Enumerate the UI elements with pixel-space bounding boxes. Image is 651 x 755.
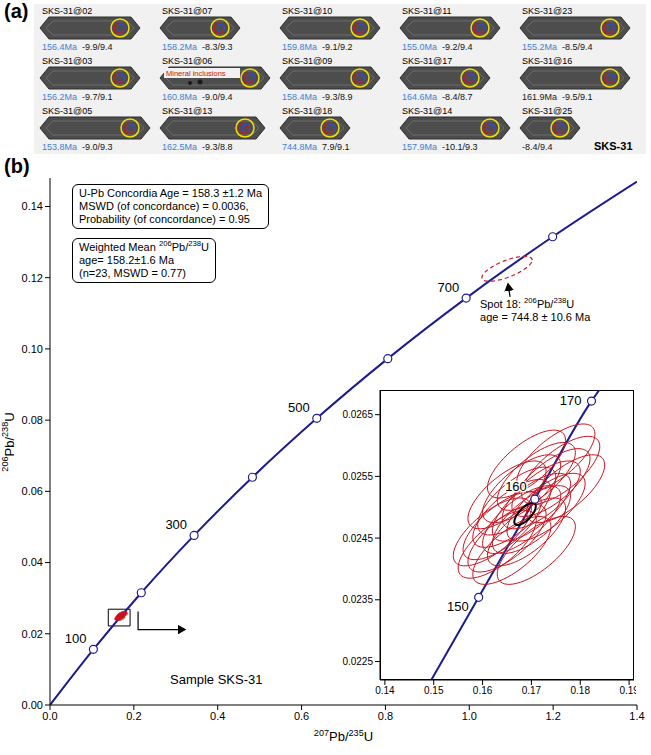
svg-text:170: 170 (560, 393, 582, 408)
html-text:Spot 18:206Pb/238U: Spot 18:206Pb/238U (480, 296, 575, 310)
html-text:U-Pb Concordia Age = 158.3 ±1.: U-Pb Concordia Age = 158.3 ±1.2 Ma (79, 187, 263, 199)
svg-text:SKS-31@07: SKS-31@07 (162, 6, 212, 16)
html-text:Pb/: Pb/ (1, 436, 17, 456)
svg-text:SKS-31: SKS-31 (594, 140, 633, 152)
svg-text:0.04: 0.04 (22, 556, 43, 568)
html-text:(b): (b) (4, 155, 30, 177)
html-text:206: 206 (0, 456, 11, 472)
svg-text:100: 100 (65, 631, 87, 646)
html-text:207Pb/235U: 207Pb/235U (313, 727, 374, 744)
svg-text:SKS-31@11: SKS-31@11 (402, 6, 452, 16)
svg-text:158.2Ma-8.3/9.3: 158.2Ma-8.3/9.3 (162, 42, 233, 52)
svg-text:SKS-31@23: SKS-31@23 (522, 6, 572, 16)
svg-text:SKS-31@13: SKS-31@13 (162, 106, 212, 116)
svg-text:SKS-31@06: SKS-31@06 (162, 56, 212, 66)
svg-text:SKS-31@03: SKS-31@03 (42, 56, 92, 66)
svg-text:0.15: 0.15 (424, 685, 444, 696)
svg-text:0.12: 0.12 (22, 272, 43, 284)
svg-text:0.0255: 0.0255 (342, 471, 373, 482)
svg-text:SKS-31@14: SKS-31@14 (402, 106, 452, 116)
svg-text:160.8Ma-9.0/9.4: 160.8Ma-9.0/9.4 (162, 92, 233, 102)
svg-text:SKS-31@05: SKS-31@05 (42, 106, 92, 116)
svg-text:161.9Ma-9.5/9.1: 161.9Ma-9.5/9.1 (522, 92, 593, 102)
svg-text:0.08: 0.08 (22, 414, 43, 426)
svg-text:SKS-31@02: SKS-31@02 (42, 6, 92, 16)
html-text:238: 238 (0, 421, 11, 437)
svg-text:156.4Ma-9.9/9.4: 156.4Ma-9.9/9.4 (42, 42, 113, 52)
svg-text:0.0235: 0.0235 (342, 594, 373, 605)
svg-text:Mineral inclusions: Mineral inclusions (166, 69, 226, 78)
html-text:(n=23, MSWD = 0.77): (n=23, MSWD = 0.77) (79, 267, 186, 279)
svg-text:157.9Ma-10.1/9.3: 157.9Ma-10.1/9.3 (402, 142, 478, 152)
svg-text:1.2: 1.2 (545, 710, 560, 722)
svg-text:155.0Ma-9.2/9.4: 155.0Ma-9.2/9.4 (402, 42, 473, 52)
svg-text:SKS-31@16: SKS-31@16 (522, 56, 572, 66)
svg-text:0.0245: 0.0245 (342, 533, 373, 544)
svg-text:0.6: 0.6 (294, 710, 309, 722)
svg-text:160: 160 (505, 479, 527, 494)
html-text:MSWD (of concordance) = 0.0036: MSWD (of concordance) = 0.0036, (79, 200, 249, 212)
svg-text:153.8Ma-9.0/9.3: 153.8Ma-9.0/9.3 (42, 142, 113, 152)
svg-text:500: 500 (288, 400, 310, 415)
svg-text:0.8: 0.8 (378, 710, 393, 722)
svg-text:164.6Ma-8.4/8.7: 164.6Ma-8.4/8.7 (402, 92, 473, 102)
svg-text:SKS-31@18: SKS-31@18 (282, 106, 332, 116)
svg-text:0.02: 0.02 (22, 628, 43, 640)
html-text:(a): (a) (4, 0, 29, 22)
svg-text:0.4: 0.4 (210, 710, 225, 722)
svg-text:-8.4/9.4: -8.4/9.4 (522, 142, 553, 152)
html-text:Probability (of concordance) =: Probability (of concordance) = 0.95 (79, 213, 250, 225)
html-text:age= 158.2±1.6 Ma: age= 158.2±1.6 Ma (79, 254, 174, 266)
svg-text:0.0225: 0.0225 (342, 656, 373, 667)
svg-text:162.5Ma-9.3/8.8: 162.5Ma-9.3/8.8 (162, 142, 233, 152)
svg-text:0.17: 0.17 (522, 685, 542, 696)
svg-text:744.8Ma7.9/9.1: 744.8Ma7.9/9.1 (282, 142, 350, 152)
svg-text:0.14: 0.14 (22, 200, 43, 212)
svg-text:0.00: 0.00 (22, 699, 43, 711)
svg-text:SKS-31@17: SKS-31@17 (402, 56, 452, 66)
svg-text:155.2Ma-8.5/9.4: 155.2Ma-8.5/9.4 (522, 42, 593, 52)
svg-text:0.14: 0.14 (375, 685, 395, 696)
svg-text:SKS-31@09: SKS-31@09 (282, 56, 332, 66)
svg-text:0.06: 0.06 (22, 485, 43, 497)
svg-text:1.4: 1.4 (629, 710, 644, 722)
svg-text:SKS-31@25: SKS-31@25 (522, 106, 572, 116)
svg-text:159.8Ma-9.1/9.2: 159.8Ma-9.1/9.2 (282, 42, 353, 52)
svg-text:0.18: 0.18 (571, 685, 591, 696)
html-text:Weighted Mean206Pb/238U: Weighted Mean206Pb/238U (79, 239, 209, 253)
svg-text:158.4Ma-9.3/8.9: 158.4Ma-9.3/8.9 (282, 92, 353, 102)
svg-text:0.0: 0.0 (42, 710, 57, 722)
svg-text:0.19: 0.19 (619, 685, 636, 696)
svg-text:700: 700 (437, 280, 459, 295)
svg-text:SKS-31@10: SKS-31@10 (282, 6, 332, 16)
svg-text:1.0: 1.0 (462, 710, 477, 722)
html-text:Sample SKS-31: Sample SKS-31 (170, 672, 263, 687)
html-text:U: U (1, 411, 17, 422)
svg-text:156.2Ma-9.7/9.1: 156.2Ma-9.7/9.1 (42, 92, 113, 102)
svg-text:300: 300 (165, 517, 187, 532)
html-text:age = 744.8 ± 10.6 Ma: age = 744.8 ± 10.6 Ma (480, 310, 591, 323)
svg-text:0.0265: 0.0265 (342, 409, 373, 420)
svg-text:0.16: 0.16 (473, 685, 493, 696)
svg-text:150: 150 (447, 599, 469, 614)
svg-text:0.10: 0.10 (22, 343, 43, 355)
svg-text:0.2: 0.2 (126, 710, 141, 722)
